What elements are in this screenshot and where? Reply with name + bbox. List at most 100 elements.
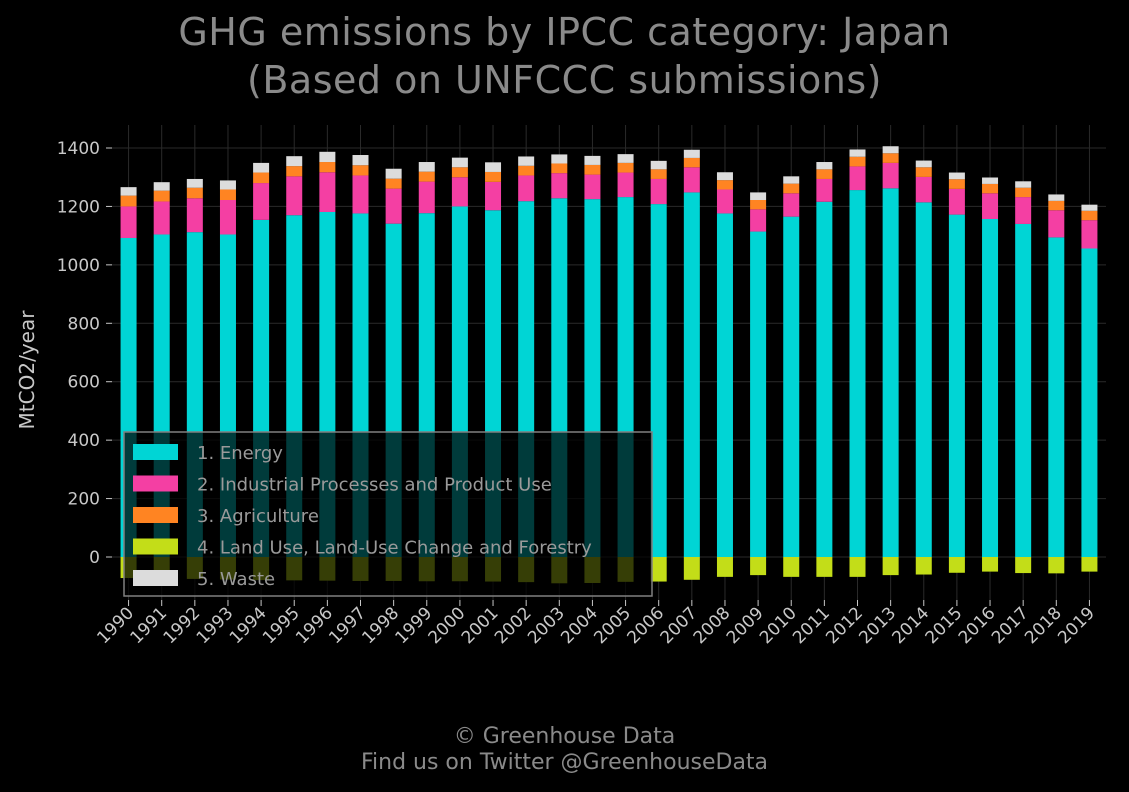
bar-segment	[153, 190, 170, 202]
bar-segment	[1048, 200, 1065, 211]
bar-segment	[352, 165, 369, 176]
bar-segment	[418, 171, 435, 182]
y-tick-label: 800	[68, 314, 100, 334]
legend-swatch	[133, 570, 178, 586]
bar-segment	[849, 149, 866, 157]
bar-segment	[286, 156, 303, 167]
bar-segment	[1081, 557, 1098, 572]
bar-segment	[385, 168, 402, 179]
bar-segment	[120, 187, 137, 196]
y-tick-label: 0	[89, 548, 100, 568]
bar-segment	[750, 192, 767, 201]
bar-segment	[982, 177, 999, 184]
bar-segment	[219, 200, 236, 235]
x-tick-label: 1997	[325, 603, 370, 648]
bar-segment	[915, 557, 932, 575]
bar-segment	[816, 178, 833, 202]
bar-segment	[286, 166, 303, 177]
x-tick-label: 1992	[160, 603, 205, 648]
bar-segment	[783, 193, 800, 217]
legend-swatch	[133, 538, 178, 555]
bar-segment	[849, 156, 866, 167]
bar-segment	[650, 169, 667, 179]
bar-segment	[319, 151, 336, 163]
bar-segment	[120, 195, 137, 207]
bar-segment	[319, 162, 336, 173]
copyright-credit: © Greenhouse Data	[453, 724, 676, 749]
bar-segment	[882, 146, 899, 154]
x-tick-label: 2008	[690, 603, 735, 648]
bar-segment	[385, 188, 402, 224]
x-tick-label: 2014	[889, 603, 934, 648]
chart-title-line-1: GHG emissions by IPCC category: Japan	[178, 10, 951, 54]
bar-segment	[716, 180, 733, 190]
x-tick-label: 2013	[855, 603, 900, 648]
legend: 1. Energy 2. Industrial Processes and Pro…	[123, 431, 653, 597]
x-tick-label: 1993	[193, 603, 238, 648]
bar-segment	[915, 160, 932, 168]
x-tick-label: 2012	[822, 603, 867, 648]
bar-segment	[683, 557, 700, 580]
bar-segment	[1048, 237, 1065, 557]
bar-segment	[120, 206, 137, 238]
x-tick-label: 1995	[259, 603, 304, 648]
x-tick-label: 2003	[524, 603, 569, 648]
y-tick-label: 200	[68, 490, 100, 510]
y-tick-label: 1200	[57, 197, 100, 217]
bar-segment	[485, 162, 502, 172]
x-tick-label: 1990	[93, 603, 138, 648]
bar-segment	[617, 154, 634, 163]
legend-label: 1. Energy	[197, 443, 283, 464]
bar-segment	[982, 218, 999, 557]
bar-segment	[948, 557, 965, 573]
bar-segment	[551, 154, 568, 164]
bar-segment	[352, 175, 369, 214]
bar-segment	[750, 209, 767, 232]
bar-segment	[551, 163, 568, 174]
bar-segment	[1081, 220, 1098, 249]
legend-swatch	[133, 444, 178, 460]
bar-segment	[716, 189, 733, 214]
x-tick-label: 1994	[226, 603, 271, 648]
bar-segment	[1015, 197, 1032, 224]
chart-title-line-2: (Based on UNFCCC submissions)	[247, 58, 882, 102]
x-tick-label: 1991	[126, 603, 171, 648]
legend-swatch	[133, 475, 178, 492]
bar-segment	[948, 172, 965, 180]
bar-segment	[451, 167, 468, 178]
bar-segment	[385, 178, 402, 189]
bar-segment	[584, 174, 601, 200]
bar-segment	[1081, 210, 1098, 221]
bar-segment	[716, 213, 733, 557]
x-tick-label: 1998	[358, 603, 403, 648]
bar-segment	[849, 190, 866, 557]
bar-segment	[716, 557, 733, 577]
x-tick-label: 2005	[590, 603, 635, 648]
bar-segment	[849, 166, 866, 191]
bar-segment	[716, 172, 733, 181]
bar-segment	[286, 176, 303, 216]
y-tick-label: 400	[68, 431, 100, 451]
bar-segment	[518, 165, 535, 176]
bar-segment	[982, 193, 999, 219]
x-tick-label: 2001	[458, 603, 503, 648]
bar-segment	[783, 216, 800, 557]
bar-segment	[882, 153, 899, 163]
bar-segment	[485, 181, 502, 211]
bar-segment	[750, 557, 767, 576]
bar-segment	[518, 156, 535, 166]
bar-segment	[617, 162, 634, 173]
bar-segment	[485, 171, 502, 182]
legend-label: 3. Agriculture	[197, 506, 319, 527]
x-tick-label: 2010	[756, 603, 801, 648]
bar-segment	[584, 155, 601, 165]
x-tick-label: 2002	[491, 603, 536, 648]
bar-segment	[186, 187, 203, 199]
bar-segment	[418, 162, 435, 172]
bar-segment	[915, 167, 932, 177]
bar-segment	[253, 162, 270, 173]
bar-segment	[816, 201, 833, 558]
x-tick-label: 2018	[1021, 603, 1066, 648]
bar-segment	[750, 200, 767, 210]
bar-segment	[650, 204, 667, 557]
